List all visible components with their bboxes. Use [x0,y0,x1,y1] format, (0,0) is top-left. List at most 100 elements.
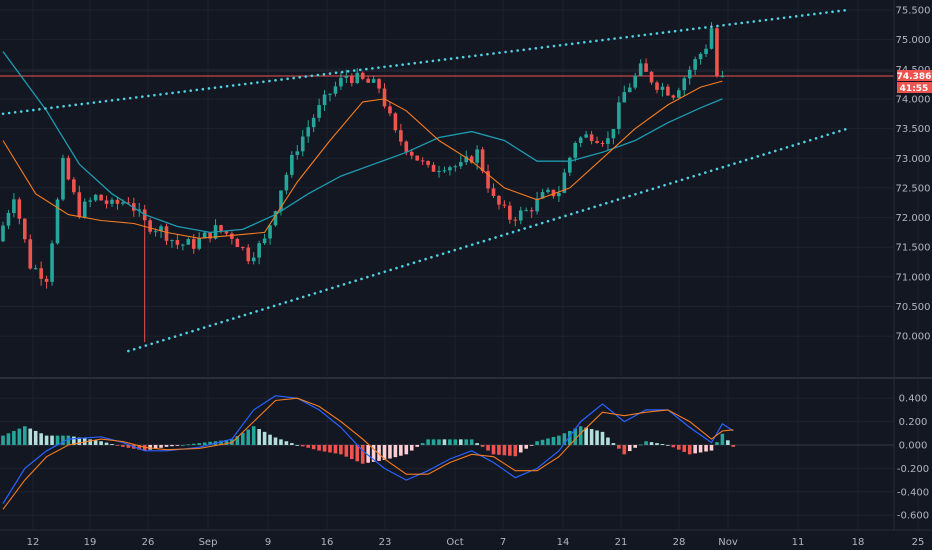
histogram-bar [366,444,370,463]
histogram-bar [508,444,512,456]
histogram-bar [197,443,201,445]
candle [66,155,71,181]
candle [142,204,147,343]
oscillator-axis[interactable]: 0.400 0.200 0.000 -0.200 -0.400 -0.600 [897,394,929,522]
candle [33,264,38,270]
candle [322,90,327,111]
time-tick-label: Sep [199,537,218,548]
histogram-bar [709,444,714,451]
candle [693,56,697,76]
candle [17,197,22,225]
time-tick-label: 9 [265,537,271,548]
candle [284,172,289,195]
histogram-bar [191,443,196,445]
histogram-bar [317,444,321,451]
time-tick-label: 16 [321,537,334,548]
candle [311,114,316,133]
histogram-bar [12,430,16,445]
histogram-bar [290,443,294,445]
histogram-bar [606,437,610,445]
histogram-bar [573,428,578,445]
histogram-bar [55,435,60,445]
candle [77,185,82,219]
histogram-bar [529,444,534,446]
histogram-bar [181,444,185,446]
candle [649,70,654,85]
histogram-bar [513,444,518,457]
candle [186,237,191,245]
histogram-bar [535,441,539,445]
candle [529,207,534,218]
histogram-bar [126,444,131,448]
histogram-bar [426,439,430,445]
histogram-bar [655,443,659,445]
time-axis[interactable]: 12 19 26 Sep 9 16 23 Oct 7 14 21 28 Nov 11 18 25 [27,537,925,548]
candle [453,164,458,172]
histogram-bar [617,444,621,449]
price-tick-label: 72.000 [896,213,931,224]
candle [262,233,267,246]
histogram-bar [153,444,158,449]
histogram-bar [677,444,681,450]
histogram-bar [486,444,490,451]
histogram-bar [164,444,169,447]
histogram-bar [715,442,719,445]
candle [627,83,632,93]
candle [219,224,223,234]
histogram-bar [44,435,49,445]
histogram-bar [595,430,599,445]
candle [110,197,114,208]
histogram-bar [649,442,654,445]
candle [290,151,294,178]
histogram-bar [262,431,267,445]
candle [677,87,681,99]
histogram-bar [698,444,703,453]
histogram-bar [687,444,692,455]
histogram-bar [115,444,120,446]
histogram-bar [660,444,665,445]
time-tick-label: 26 [142,537,155,548]
histogram-bar [1,435,5,445]
histogram-bar [459,439,463,445]
candle [273,210,278,227]
histogram-bar [88,439,92,445]
histogram-bar [442,439,447,445]
candle [420,157,425,165]
candle [28,234,33,270]
candle [72,176,76,195]
candle [366,76,370,83]
histogram-bar [246,429,251,445]
histogram-bar [33,430,38,445]
candle [251,252,256,265]
fast-moving-average [2,80,723,239]
histogram-bar [644,441,648,445]
histogram-bar [638,444,643,446]
histogram-bar [202,442,207,445]
histogram-bar [578,426,583,445]
candle [617,96,621,135]
histogram-bar [491,444,496,455]
candle [306,120,310,143]
candle [584,130,588,139]
candle [469,154,474,164]
histogram-bar [704,444,708,452]
histogram-bar [322,444,327,452]
histogram-bar [186,444,191,446]
histogram-bar [502,444,507,456]
lower-channel-line[interactable] [127,127,850,353]
time-tick-label: 7 [500,537,506,548]
candle [235,237,240,248]
candle [328,93,332,102]
price-axis[interactable]: 75.50075.00074.50074.00073.50073.00072.5… [896,5,931,342]
price-pane[interactable] [0,8,894,353]
oscillator-pane[interactable] [0,395,894,510]
candle [164,223,169,245]
histogram-bar [568,430,572,445]
candle [704,44,708,57]
candle [486,164,490,193]
histogram-bar [420,443,425,445]
price-tick-label: 73.000 [896,154,931,165]
histogram-bar [72,436,76,445]
upper-channel-line[interactable] [1,8,850,116]
